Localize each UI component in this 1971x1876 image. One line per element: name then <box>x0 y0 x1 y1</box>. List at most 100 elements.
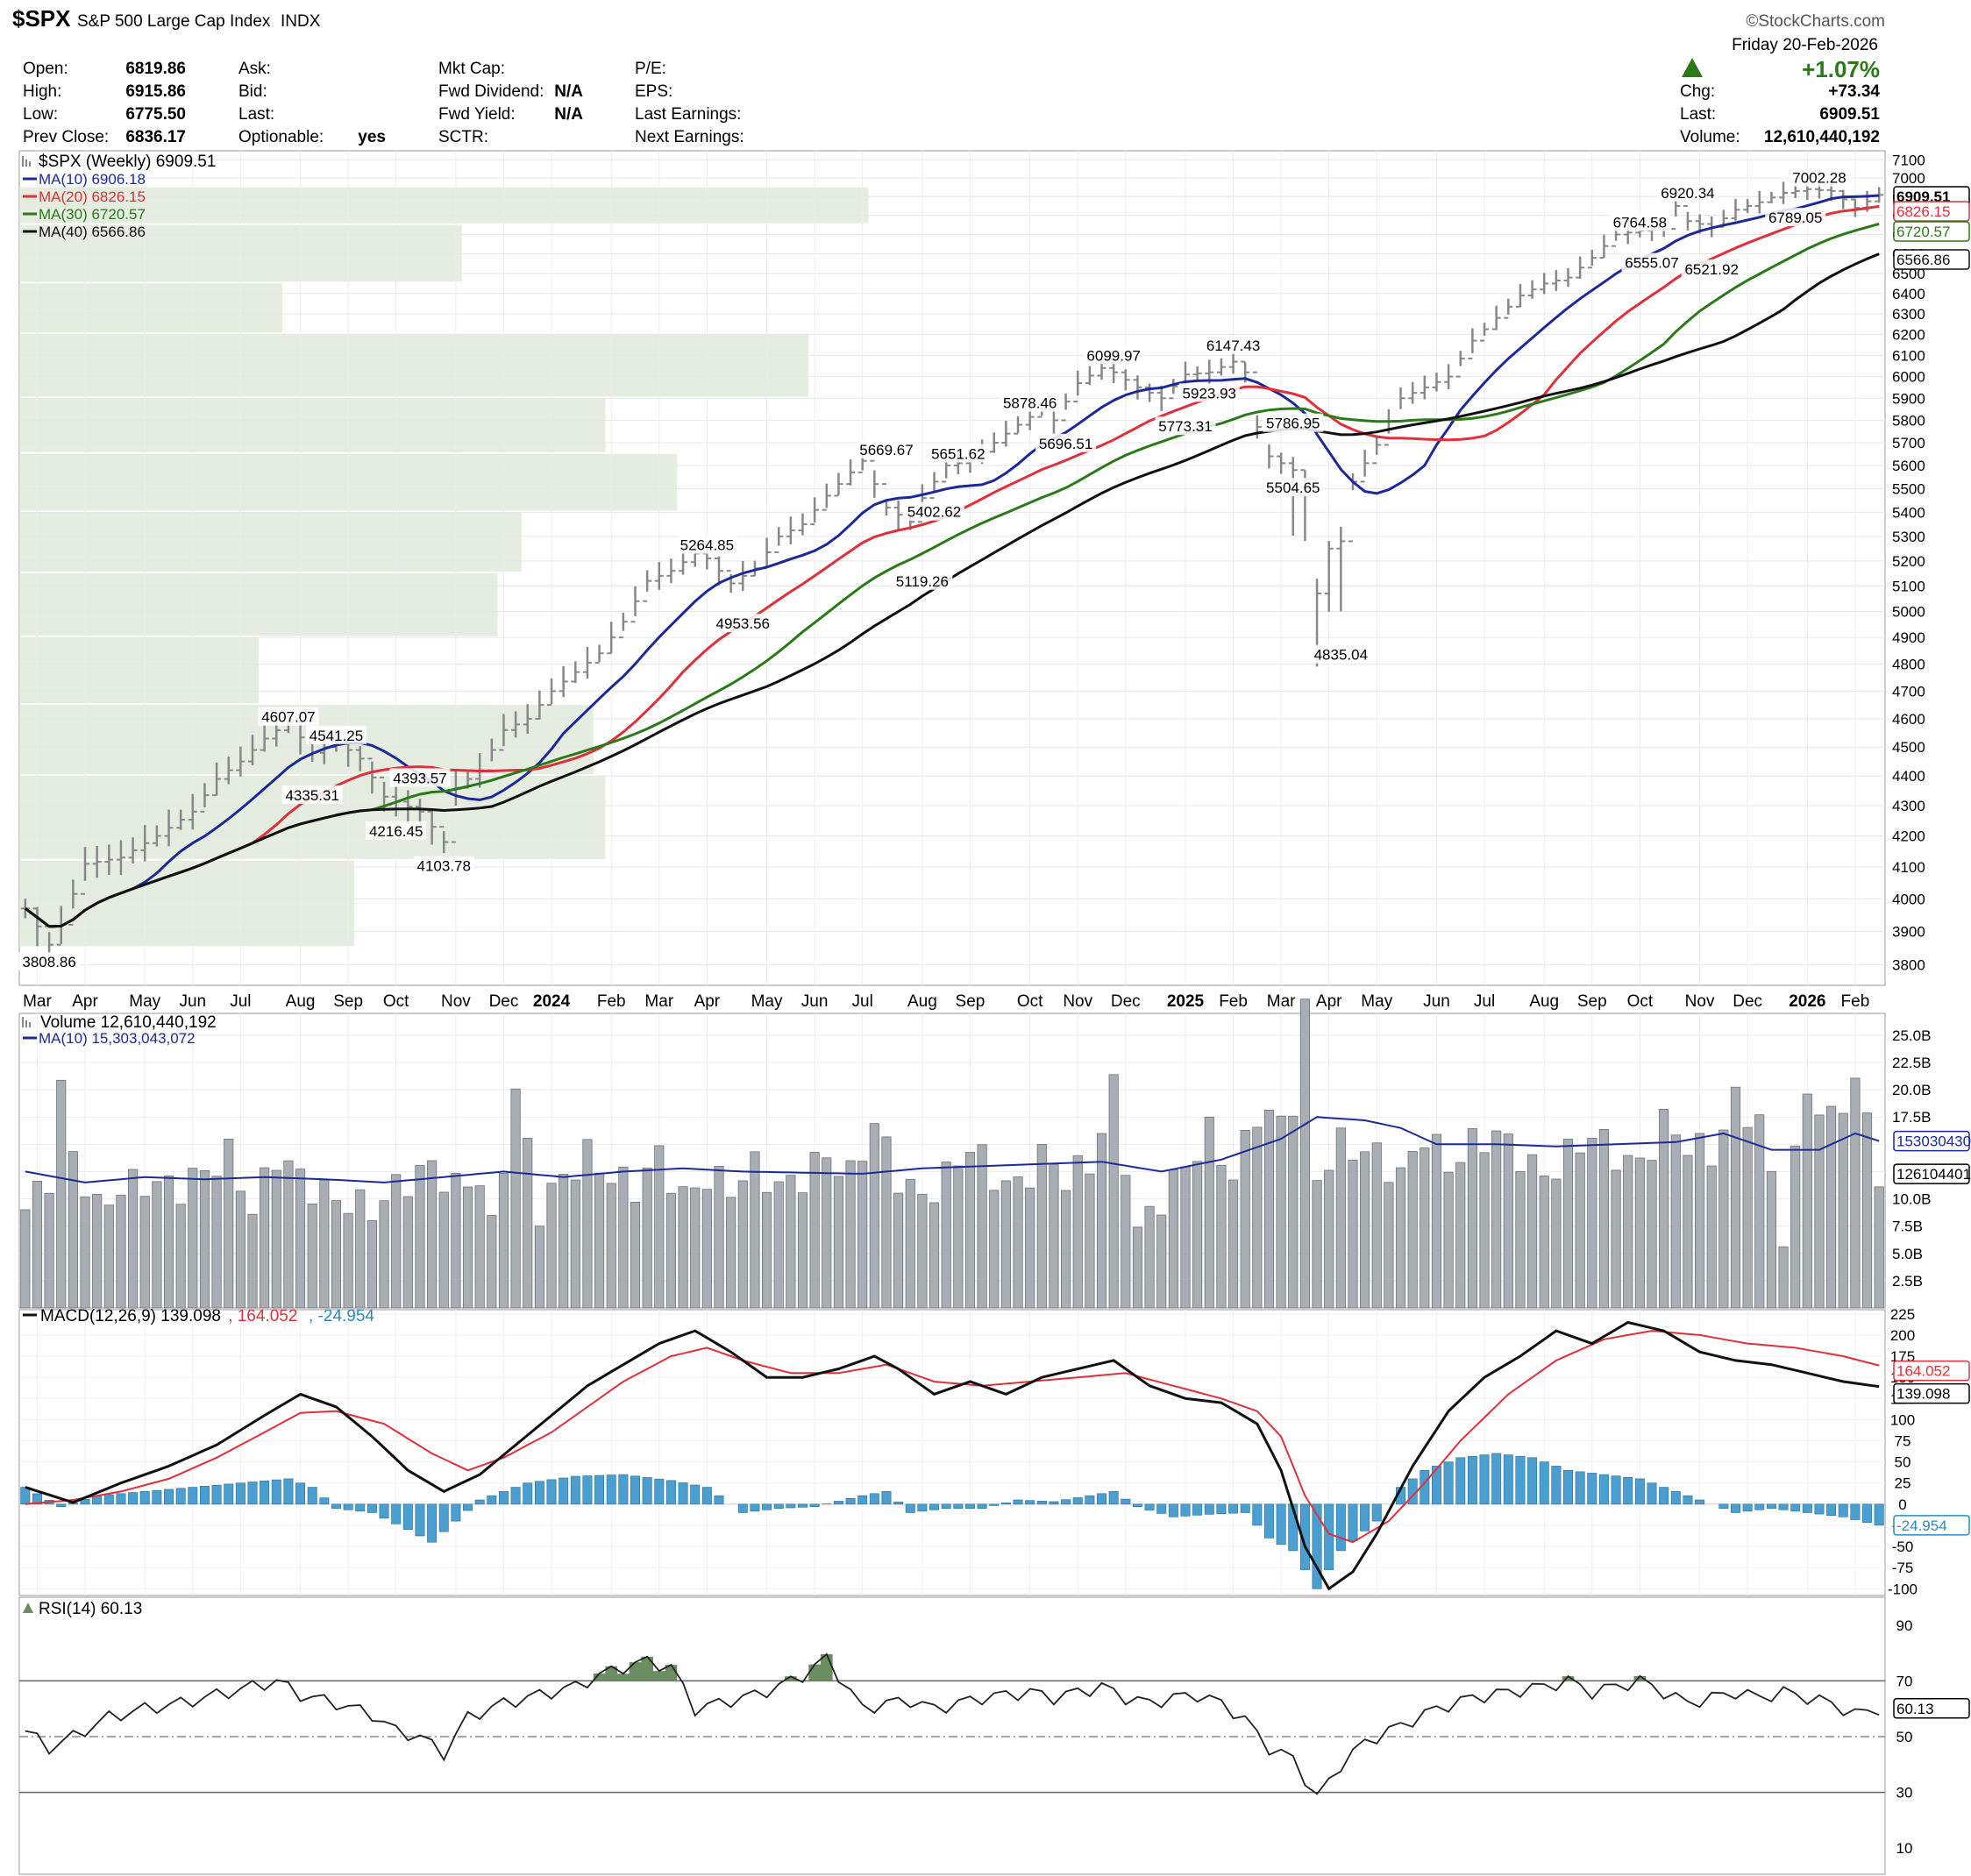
x-tick-label: Oct <box>383 992 409 1011</box>
price-annotation: 7002.28 <box>1792 170 1846 187</box>
volume-bar <box>1312 1180 1322 1309</box>
price-right-label: 6720.57 <box>1896 224 1950 240</box>
macd-histogram-bar <box>235 1482 245 1505</box>
ma-line <box>24 194 1880 928</box>
annotation-bg <box>904 501 965 521</box>
price-right-label-box <box>1893 201 1970 222</box>
macd-right-label-box <box>1893 1360 1970 1382</box>
legend-entry: MA(30) 6720.57 <box>39 206 146 223</box>
price-tick-label: 5900 <box>1892 390 1925 407</box>
volume-tick-label: 17.5B <box>1892 1109 1931 1126</box>
annotation-bg <box>366 821 427 840</box>
price-annotation: 6099.97 <box>1086 347 1140 364</box>
volume-bar <box>211 1176 222 1309</box>
x-tick-label: Sep <box>1577 992 1607 1011</box>
macd-title-part: MACD(12,26,9) 139.098 <box>40 1307 221 1325</box>
volume-bar <box>163 1175 174 1309</box>
x-tick-label: 2024 <box>533 992 571 1011</box>
x-tick-label: Oct <box>1627 992 1654 1011</box>
macd-histogram-bar <box>224 1483 234 1505</box>
volume-bar <box>1659 1108 1669 1309</box>
volume-bar <box>1742 1126 1753 1309</box>
macd-histogram-bar <box>1503 1454 1513 1505</box>
annotation-bg <box>676 535 737 554</box>
macd-histogram-bar <box>750 1503 760 1512</box>
annotation-bg <box>18 952 80 971</box>
annotation-bg <box>1155 416 1216 436</box>
volume-bar <box>1276 1115 1286 1309</box>
annotation-bg <box>1000 393 1061 412</box>
x-tick-label: Jul <box>230 992 251 1011</box>
macd-histogram-bar <box>498 1491 509 1505</box>
field-label: Next Earnings: <box>635 128 744 146</box>
macd-histogram-bar <box>1097 1493 1106 1505</box>
quote-date: Friday 20-Feb-2026 <box>1732 36 1878 54</box>
price-annotation: 3808.86 <box>22 954 75 970</box>
macd-histogram-bar <box>618 1474 629 1505</box>
macd-histogram-bar <box>307 1487 317 1505</box>
volume-bar <box>283 1160 294 1309</box>
volume-bar <box>1096 1133 1107 1309</box>
macd-histogram-bar <box>1695 1499 1705 1505</box>
volume-bar <box>199 1169 210 1309</box>
annotation-bg <box>1621 252 1683 272</box>
volume-bar <box>1467 1127 1477 1309</box>
volume-bar <box>271 1169 281 1309</box>
field-value: 12,610,440,192 <box>1764 128 1880 146</box>
macd-tick-label: 225 <box>1890 1306 1915 1323</box>
volume-bar <box>1790 1145 1801 1309</box>
field-value: +73.34 <box>1828 82 1880 101</box>
volume-bar <box>1240 1130 1250 1309</box>
volume-bar <box>1562 1139 1574 1309</box>
price-tick-label: 4700 <box>1892 683 1925 700</box>
volume-bar <box>1192 1161 1203 1309</box>
macd-histogram-bar <box>1443 1461 1454 1505</box>
price-tick-label: 4600 <box>1892 711 1925 728</box>
price-annotation: 5878.46 <box>1003 395 1057 412</box>
macd-histogram-bar <box>917 1503 928 1512</box>
x-tick-label: Apr <box>694 992 721 1011</box>
macd-histogram-bar <box>1085 1495 1095 1505</box>
volume-by-price-bar <box>19 187 869 224</box>
x-tick-label: Jul <box>1474 992 1495 1011</box>
volume-bar <box>1420 1147 1430 1309</box>
volume-bar <box>1527 1154 1538 1309</box>
macd-histogram-bar <box>1634 1478 1645 1505</box>
volume-tick-label: 25.0B <box>1892 1027 1931 1044</box>
x-tick-label: Mar <box>644 992 673 1011</box>
volume-bar <box>1706 1165 1717 1309</box>
x-tick-label: Nov <box>1063 992 1092 1011</box>
volume-bar <box>701 1189 712 1309</box>
annotation-bg <box>1203 335 1264 354</box>
macd-histogram-bar <box>989 1503 1000 1506</box>
volume-bar <box>833 1176 843 1309</box>
field-label: Low: <box>23 105 58 124</box>
volume-tick-label: 20.0B <box>1892 1082 1931 1098</box>
volume-bar <box>474 1185 485 1309</box>
volume-bar <box>80 1196 90 1309</box>
volume-bar <box>152 1181 162 1309</box>
price-tick-label: 7000 <box>1892 170 1925 187</box>
macd-histogram-bar <box>1515 1455 1526 1505</box>
macd-histogram-bar <box>1252 1503 1263 1526</box>
x-tick-label: May <box>1361 992 1392 1011</box>
volume-bar <box>1598 1129 1610 1309</box>
volume-bar <box>678 1186 688 1309</box>
macd-histogram-bar <box>833 1501 843 1505</box>
macd-tick-label: -100 <box>1888 1581 1918 1597</box>
volume-bar <box>462 1186 473 1309</box>
volume-bar <box>869 1123 879 1309</box>
symbol: $SPX <box>12 5 71 32</box>
volume-bar <box>761 1191 772 1309</box>
x-tick-label: Apr <box>1316 992 1342 1011</box>
volume-bar <box>523 1137 533 1309</box>
macd-histogram-bar <box>546 1479 557 1505</box>
volume-bar <box>1036 1144 1047 1309</box>
volume-bar <box>989 1190 1000 1309</box>
annotation-bg <box>1789 167 1850 187</box>
field-label: Prev Close: <box>23 128 109 146</box>
macd-histogram-bar <box>487 1495 497 1505</box>
volume-bar <box>1479 1152 1490 1309</box>
macd-histogram-bar <box>523 1482 533 1505</box>
macd-histogram-bar <box>1838 1503 1848 1517</box>
